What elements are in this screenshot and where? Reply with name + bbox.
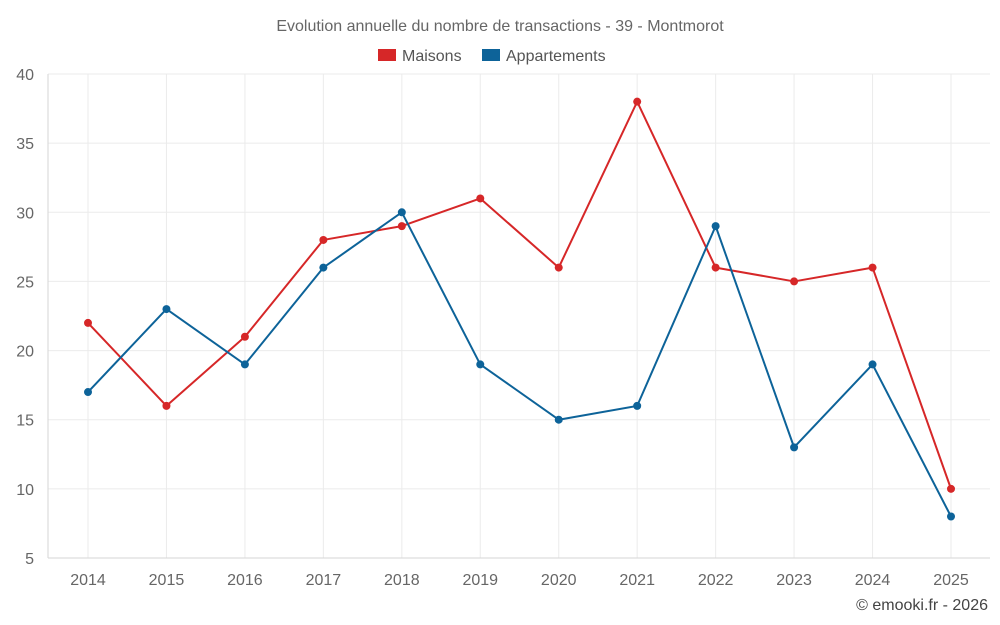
legend-swatch bbox=[378, 49, 396, 61]
y-tick-label: 35 bbox=[16, 136, 34, 153]
data-point-appartements-2014[interactable] bbox=[84, 388, 92, 397]
data-point-maisons-2016[interactable] bbox=[240, 332, 249, 341]
legend-label: Maisons bbox=[402, 48, 462, 65]
data-point-appartements-2025[interactable] bbox=[947, 512, 955, 521]
legend-swatch bbox=[482, 49, 500, 61]
y-tick-label: 10 bbox=[16, 482, 34, 499]
data-point-appartements-2022[interactable] bbox=[711, 222, 720, 231]
x-tick-label: 2022 bbox=[698, 572, 734, 589]
x-tick-label: 2020 bbox=[541, 572, 577, 589]
y-axis-ticks: 5 10 15 20 25 30 35 40 bbox=[16, 67, 34, 568]
data-point-appartements-2024[interactable] bbox=[868, 360, 877, 369]
data-point-maisons-2024[interactable] bbox=[868, 263, 877, 272]
data-point-appartements-2023[interactable] bbox=[790, 443, 799, 452]
x-tick-label: 2025 bbox=[933, 572, 969, 589]
x-tick-label: 2024 bbox=[855, 572, 891, 589]
data-point-maisons-2015[interactable] bbox=[162, 401, 171, 410]
data-point-appartements-2017[interactable] bbox=[319, 263, 328, 272]
legend-item-maisons[interactable]: Maisons bbox=[378, 48, 462, 65]
data-point-appartements-2018[interactable] bbox=[397, 208, 406, 217]
x-tick-label: 2019 bbox=[462, 572, 498, 589]
data-point-maisons-2023[interactable] bbox=[790, 277, 799, 286]
x-tick-label: 2014 bbox=[70, 572, 106, 589]
data-point-appartements-2019[interactable] bbox=[476, 360, 485, 369]
data-point-maisons-2025[interactable] bbox=[947, 484, 955, 493]
chart-credit: © emooki.fr - 2026 bbox=[856, 597, 988, 614]
data-point-maisons-2017[interactable] bbox=[319, 235, 328, 244]
series-line-maisons bbox=[87, 100, 952, 490]
y-tick-label: 15 bbox=[16, 413, 34, 430]
x-tick-label: 2015 bbox=[149, 572, 185, 589]
series-points bbox=[84, 97, 955, 521]
y-tick-label: 40 bbox=[16, 67, 34, 84]
y-tick-label: 5 bbox=[25, 551, 34, 568]
data-point-maisons-2018[interactable] bbox=[397, 222, 406, 231]
data-point-maisons-2014[interactable] bbox=[84, 318, 92, 327]
data-point-appartements-2016[interactable] bbox=[240, 360, 249, 369]
y-tick-label: 25 bbox=[16, 274, 34, 291]
chart-grid bbox=[47, 73, 990, 559]
y-tick-label: 20 bbox=[16, 344, 34, 361]
legend[interactable]: Maisons Appartements bbox=[378, 48, 606, 65]
data-point-appartements-2015[interactable] bbox=[162, 305, 171, 314]
x-tick-label: 2021 bbox=[619, 572, 655, 589]
x-axis-ticks: 2014 2015 2016 2017 2018 2019 2020 2021 2022 2023… bbox=[70, 572, 969, 589]
data-point-maisons-2022[interactable] bbox=[711, 263, 720, 272]
x-tick-label: 2016 bbox=[227, 572, 263, 589]
series-lines bbox=[87, 100, 952, 518]
x-tick-label: 2023 bbox=[776, 572, 812, 589]
legend-label: Appartements bbox=[506, 48, 606, 65]
data-point-appartements-2021[interactable] bbox=[633, 401, 642, 410]
legend-item-appartements[interactable]: Appartements bbox=[482, 48, 606, 65]
chart-title: Evolution annuelle du nombre de transact… bbox=[276, 18, 724, 35]
x-tick-label: 2018 bbox=[384, 572, 420, 589]
series-line-appartements bbox=[87, 211, 952, 518]
chart-axes bbox=[47, 74, 990, 559]
data-point-maisons-2019[interactable] bbox=[476, 194, 485, 203]
data-point-maisons-2020[interactable] bbox=[554, 263, 563, 272]
data-point-maisons-2021[interactable] bbox=[633, 97, 642, 106]
y-tick-label: 30 bbox=[16, 205, 34, 222]
data-point-appartements-2020[interactable] bbox=[554, 415, 563, 424]
x-tick-label: 2017 bbox=[306, 572, 342, 589]
